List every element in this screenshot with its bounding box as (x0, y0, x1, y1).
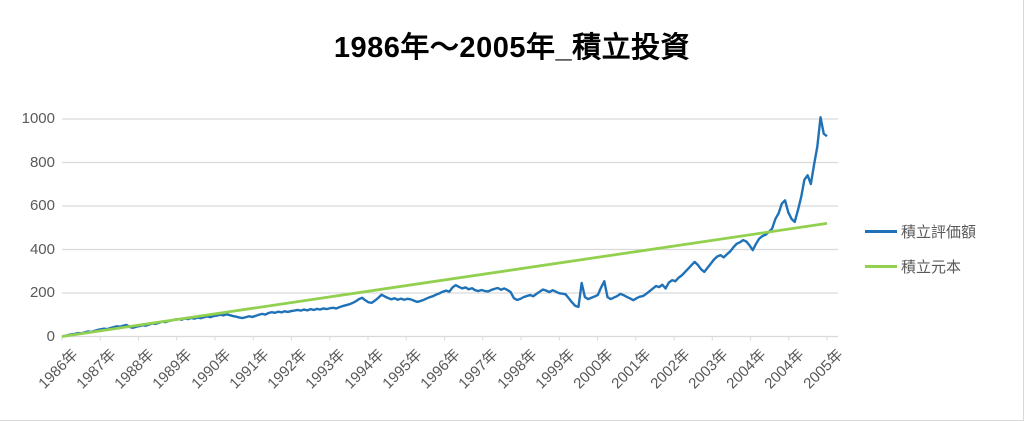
legend-label: 積立評価額 (901, 223, 977, 241)
legend-line-swatch (865, 229, 897, 233)
y-axis-label-800: 800 (29, 153, 55, 171)
y-axis-label-200: 200 (29, 284, 55, 301)
y-axis-label-0: 0 (46, 327, 55, 345)
legend-item-1: 積立元本 (865, 254, 976, 278)
legend-line-swatch (865, 264, 897, 268)
legend-label: 積立元本 (901, 258, 962, 276)
legend-item-0: 積立評価額 (865, 219, 976, 243)
y-axis-label-600: 600 (29, 197, 55, 214)
chart-title: 1986年〜2005年_積立投資 (333, 32, 691, 64)
valuation-series-line (61, 116, 828, 338)
y-axis-label-1000: 1000 (21, 110, 55, 127)
legend: 積立評価額 積立元本 (865, 219, 976, 289)
principal-series-line (61, 222, 828, 338)
y-axis-label-400: 400 (29, 240, 55, 258)
